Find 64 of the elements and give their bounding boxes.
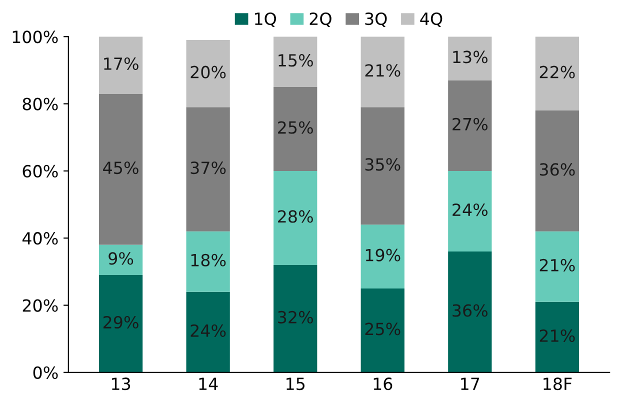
x-tick-label: 13 bbox=[112, 378, 130, 390]
bar bbox=[360, 107, 404, 225]
y-tick-label: 0% bbox=[33, 366, 58, 379]
data-label: 45% bbox=[103, 161, 138, 174]
bar bbox=[535, 302, 580, 372]
data-label: 15% bbox=[278, 54, 313, 67]
y-tick-label: 80% bbox=[22, 98, 58, 110]
bar bbox=[274, 264, 318, 372]
legend-label: 2Q bbox=[310, 12, 332, 27]
bar bbox=[98, 275, 143, 372]
data-label: 36% bbox=[540, 163, 575, 176]
data-label: 21% bbox=[540, 329, 575, 342]
bar bbox=[186, 107, 230, 232]
data-label: 13% bbox=[453, 50, 488, 64]
bar bbox=[98, 36, 143, 94]
x-tick-label: 16 bbox=[374, 378, 392, 390]
bar bbox=[186, 40, 230, 108]
data-label: 21% bbox=[540, 258, 575, 272]
bar bbox=[448, 36, 492, 80]
x-tick-label: 18F bbox=[544, 378, 572, 390]
data-label: 24% bbox=[452, 203, 488, 216]
y-tick-label: 60% bbox=[22, 164, 58, 178]
data-label: 20% bbox=[190, 66, 226, 78]
bar bbox=[186, 231, 230, 292]
bar bbox=[535, 36, 580, 110]
data-label: 18% bbox=[191, 254, 226, 266]
bar bbox=[274, 170, 318, 265]
data-label: 22% bbox=[540, 66, 575, 78]
data-label: 29% bbox=[103, 316, 138, 329]
bar bbox=[98, 94, 143, 245]
bar bbox=[448, 170, 492, 252]
bar bbox=[360, 36, 404, 108]
y-tick-label: 40% bbox=[22, 232, 58, 245]
data-label: 9% bbox=[108, 252, 134, 265]
bar bbox=[360, 224, 404, 288]
data-label: 27% bbox=[452, 118, 488, 130]
bar bbox=[448, 252, 492, 372]
x-tick-label: 14 bbox=[199, 378, 218, 390]
bar bbox=[535, 110, 580, 232]
data-label: 37% bbox=[190, 161, 226, 174]
bar bbox=[360, 288, 404, 372]
legend-label: 3Q bbox=[365, 12, 387, 27]
data-label: 25% bbox=[278, 121, 313, 134]
bar bbox=[98, 244, 143, 276]
data-label: 35% bbox=[365, 158, 400, 171]
bar bbox=[448, 80, 492, 171]
data-label: 19% bbox=[366, 248, 400, 262]
y-tick-label: 20% bbox=[22, 299, 58, 312]
data-label: 24% bbox=[190, 324, 226, 337]
bar bbox=[274, 86, 318, 171]
bar bbox=[186, 292, 230, 372]
data-label: 21% bbox=[365, 64, 400, 77]
x-tick-label: 17 bbox=[461, 378, 480, 390]
legend-label: 4Q bbox=[420, 12, 442, 27]
legend-label: 1Q bbox=[255, 12, 276, 27]
data-label: 32% bbox=[278, 310, 313, 324]
data-label: 17% bbox=[104, 57, 138, 70]
data-label: 28% bbox=[278, 210, 313, 223]
data-label: 36% bbox=[452, 304, 488, 317]
data-label: 25% bbox=[365, 322, 400, 336]
x-tick-label: 15 bbox=[286, 378, 304, 390]
y-tick-label: 100% bbox=[12, 30, 58, 44]
bar bbox=[274, 36, 318, 87]
bar bbox=[535, 231, 580, 302]
